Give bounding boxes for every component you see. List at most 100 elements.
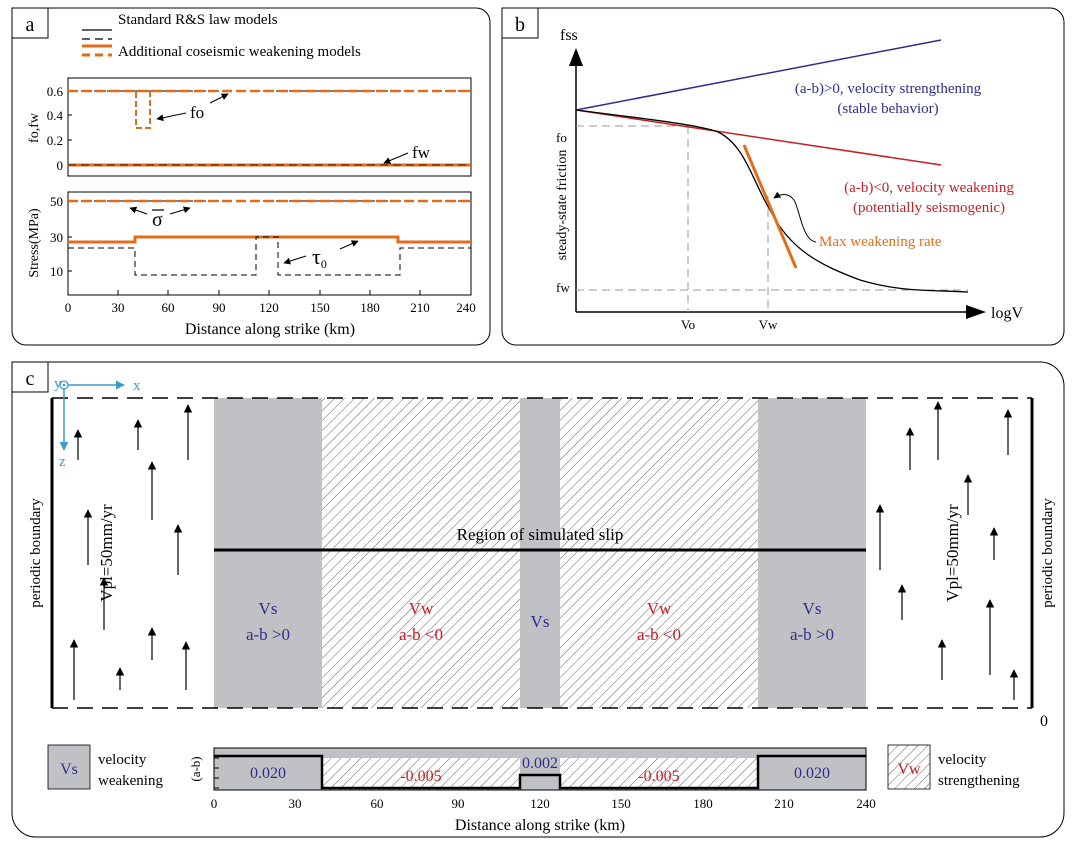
zone-3-line1: Vw [647,599,672,618]
zone-vs-left [214,398,322,708]
b-strengthening-line2: (stable behavior) [837,101,938,117]
legend-vw-line2: strengthening [938,773,1020,789]
axis-y-label: y [54,376,62,392]
ab-profile [214,754,866,790]
vpl-left: Vpl=50mm/yr [97,504,116,602]
c-xtick-8: 240 [856,796,876,811]
zone-vs-right [758,398,866,708]
zone-vs-middle [520,398,560,708]
y-axis-dot-icon [62,383,66,387]
b-fw-label: fw [556,280,570,295]
a-top-axes [67,77,472,177]
ab-axes [213,747,867,791]
periodic-boundary-right: periodic boundary [1040,498,1056,608]
ab-value-2: 0.002 [522,755,558,772]
a-top-ytick-1: 0.4 [47,108,64,123]
ann-fo-arrow-left [156,112,187,122]
b-xaxis-label: logV [991,305,1023,322]
legend-vs-line2: weakening [98,773,163,789]
c-xtick-4: 120 [530,796,550,811]
panel-c-tag: c [26,368,35,390]
legend-standard-label: Standard R&S law models [118,12,278,28]
ann-sigma-label: σ [152,209,163,231]
domain-border [50,397,1034,709]
ab-value-0: 0.020 [250,765,286,782]
ann-fo-label: fo [190,103,204,122]
a-top-ticks [68,90,72,166]
b-strengthening-line1: (a-b)>0, velocity strengthening [795,81,982,97]
b-y-axis-arrowhead [569,48,583,66]
ann-tau-arrow-left [283,255,307,265]
vpl-right: Vpl=50mm/yr [943,504,962,602]
c-xtick-6: 180 [693,796,713,811]
a-bottom-ytick-2: 10 [50,264,63,279]
simulated-slip-label: Region of simulated slip [457,525,624,544]
a-xtick-6: 180 [360,300,380,315]
legend-vw-tag: Vw [897,761,921,778]
c-xtick-5: 150 [611,796,631,811]
a-xtick-5: 150 [310,300,330,315]
ann-fw-arrow [383,152,409,164]
ab-value-3: -0.005 [638,768,679,785]
a-top-ytick-3: 0 [57,158,64,173]
c-xlabel: Distance along strike (km) [455,817,625,834]
a-bottom-ytick-1: 30 [50,230,63,245]
legend-vs-line1: velocity [98,752,147,768]
ab-hatch-left [322,758,520,790]
legend-vs-tag: Vs [60,761,78,778]
b-max-rate-line [742,144,798,269]
panel-c-tag-box [11,361,49,393]
panel-b-tag-box [501,7,539,39]
zone-0-line1: Vs [259,599,278,618]
depth-zero-label: 0 [1040,713,1048,730]
coordinate-axes: y x z [54,376,141,470]
tau-weakening-line [68,235,471,244]
ab-hatch-right [560,758,758,790]
ann-tau-label: τ0 [312,244,327,271]
a-xtick-8: 240 [456,300,476,315]
panel-b-tag: b [515,14,525,36]
a-xtick-7: 210 [410,300,430,315]
c-xtick-1: 30 [289,796,302,811]
ann-sigma-arrow-left [129,206,148,215]
zone-vw-left [322,398,520,708]
legend-additional-label: Additional coseismic weakening models [118,44,361,60]
panel-a-tag: a [26,14,35,36]
c-xtick-2: 60 [371,796,384,811]
b-vo-label: Vo [681,317,695,332]
b-max-rate-label: Max weakening rate [819,234,942,250]
b-fss-label: fss [560,27,578,44]
legend-vw-swatch [887,744,931,790]
zone-1-line2: a-b <0 [399,625,443,644]
a-top-ytick-2: 0.2 [47,133,63,148]
a-top-ylabel: fo,fw [27,112,42,143]
ann-tau-arrow-right [339,240,359,250]
a-xtick-4: 120 [259,300,279,315]
zone-1-line1: Vw [409,599,434,618]
zone-4-line1: Vs [803,599,822,618]
a-xtick-labels: 0 30 60 90 120 150 180 210 240 [65,300,476,315]
b-strengthening-line [575,39,942,111]
b-weakening-line [575,109,942,166]
c-xtick-7: 210 [774,796,794,811]
ann-fw-label: fw [412,143,431,162]
tau-standard-line [68,236,471,276]
ann-fo-arrow-right [209,93,229,104]
ab-value-4: 0.020 [794,765,830,782]
right-plate-arrows [875,401,1019,700]
ann-sigma-arrow-right [169,206,191,215]
c-xtick-labels: 0 30 60 90 120 150 180 210 240 [211,796,876,811]
panel-a-frame [11,7,491,346]
panel-a: a Standard R&S law models Additional cos… [11,7,491,346]
panel-b: b fss steady-state friction logV fo fw V… [501,7,1065,346]
zone-2-line1: Vs [531,612,550,631]
zone-3-line2: a-b <0 [637,625,681,644]
a-xtick-0: 0 [65,300,72,315]
a-top-ytick-0: 0.6 [47,84,64,99]
b-fo-label: fo [556,130,567,145]
ab-yticks [214,757,219,789]
legend-vw-line1: velocity [938,752,987,768]
zone-0-line2: a-b >0 [246,625,290,644]
b-max-rate-arrow [773,191,817,243]
